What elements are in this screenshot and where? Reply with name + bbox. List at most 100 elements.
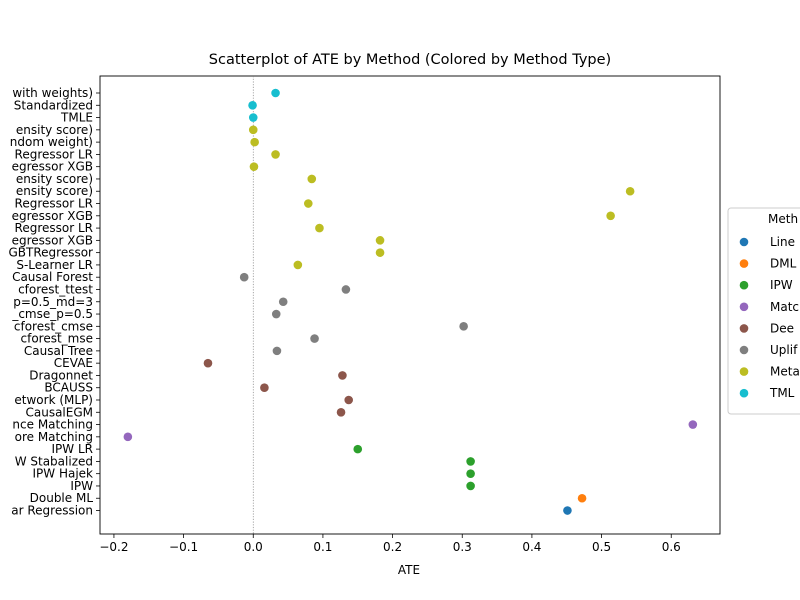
y-tick-label: ensity score)	[16, 123, 93, 137]
legend-label: Line	[770, 235, 795, 249]
legend-label: IPW	[770, 278, 793, 292]
x-axis-label: ATE	[398, 563, 420, 577]
y-tick-label: IPW	[70, 479, 93, 493]
data-point	[459, 322, 468, 331]
data-point	[248, 113, 258, 122]
data-point	[563, 506, 572, 515]
data-point	[688, 420, 698, 429]
plot-area	[99, 75, 721, 535]
data-point	[341, 285, 351, 294]
y-tick-label: with weights)	[12, 86, 93, 100]
y-tick-label: egressor XGB	[12, 209, 93, 223]
legend-marker	[739, 259, 749, 268]
x-tick-label: 0.0	[244, 540, 263, 554]
legend: Meth Line DML IPW Matc Dee Uplif Meta TML	[727, 207, 800, 415]
legend-label: Meta	[770, 365, 800, 379]
data-point	[375, 248, 385, 257]
y-tick-label: Causal Tree	[24, 344, 93, 358]
data-point	[466, 469, 475, 478]
x-tick-label: 0.5	[592, 540, 611, 554]
legend-marker	[739, 388, 749, 398]
y-tick-label: ar Regression	[11, 504, 93, 518]
data-point	[303, 199, 313, 208]
legend-label: Matc	[770, 300, 799, 314]
y-tick-label: cforest_ttest	[18, 282, 93, 296]
y-tick-label: TMLE	[60, 111, 93, 125]
y-tick-label: nce Matching	[12, 418, 93, 432]
data-point	[466, 481, 475, 491]
y-tick-label: GBTRegressor	[9, 246, 94, 260]
data-point	[271, 88, 280, 98]
data-point	[310, 334, 319, 343]
legend-box	[727, 207, 800, 415]
data-point	[338, 371, 347, 380]
plot-frame	[99, 75, 721, 535]
y-tick-label: S-Learner LR	[16, 258, 93, 272]
legend-marker	[739, 367, 749, 376]
legend-marker	[739, 345, 749, 355]
x-tick-label: 0.4	[522, 540, 541, 554]
y-tick-label: ensity score)	[16, 172, 93, 186]
legend-label: DML	[770, 257, 797, 271]
y-tick-label: _cmse_p=0.5	[11, 307, 93, 321]
data-point	[272, 346, 282, 356]
x-tick-label: 0.2	[383, 540, 402, 554]
data-point	[271, 150, 280, 159]
legend-label: Dee	[770, 321, 794, 335]
y-tick-label: IPW Hajek	[33, 467, 94, 481]
y-tick-label: etwork (MLP)	[14, 393, 93, 407]
data-point	[278, 297, 288, 307]
data-point	[248, 125, 258, 135]
y-tick-label: Double ML	[30, 491, 94, 505]
y-tick-label: ore Matching	[15, 430, 93, 444]
y-tick-label: cforest_mse	[21, 332, 94, 346]
y-tick-label: p=0.5_md=3	[13, 295, 93, 309]
data-point	[466, 457, 475, 466]
data-point	[203, 358, 213, 368]
data-point	[307, 174, 317, 184]
y-tick-label: Regressor LR	[15, 147, 93, 161]
y-tick-label: IPW LR	[52, 442, 93, 456]
data-point	[344, 395, 353, 405]
y-tick-label: W Stabalized	[15, 454, 93, 468]
x-tick-label: −0.2	[99, 540, 128, 554]
y-tick-label: egressor XGB	[12, 233, 93, 247]
legend-marker	[739, 302, 749, 312]
x-tick-label: −0.1	[169, 540, 198, 554]
data-point	[271, 309, 281, 319]
x-tick-label: 0.1	[313, 540, 332, 554]
y-tick-label: CausalEGM	[25, 405, 93, 419]
data-point	[250, 137, 259, 147]
legend-marker	[739, 280, 749, 290]
data-point	[577, 493, 587, 503]
legend-label: Uplif	[770, 343, 798, 357]
chart-title: Scatterplot of ATE by Method (Colored by…	[209, 52, 611, 68]
data-point	[293, 260, 303, 270]
x-axis: −0.2 −0.1 0.0 0.1 0.2 0.3 0.4 0.5 0.6	[99, 534, 681, 554]
legend-label: TML	[769, 386, 795, 400]
data-point	[249, 162, 259, 171]
y-tick-label: Regressor LR	[15, 221, 93, 235]
data-point	[248, 100, 257, 110]
y-tick-label: ensity score)	[16, 184, 93, 198]
y-tick-label: ndom weight)	[10, 135, 93, 149]
data-point	[315, 223, 324, 233]
legend-marker	[739, 237, 749, 247]
legend-title: Meth	[768, 212, 798, 226]
y-tick-label: Causal Forest	[12, 270, 93, 284]
legend-marker	[739, 324, 749, 333]
x-tick-label: 0.3	[453, 540, 472, 554]
y-tick-label: Standardized	[14, 98, 93, 112]
data-point	[239, 272, 249, 282]
y-tick-label: egressor XGB	[12, 160, 93, 174]
data-point	[353, 444, 363, 454]
data-point	[336, 407, 346, 417]
data-point	[606, 211, 615, 221]
data-point	[260, 383, 269, 393]
y-tick-label: Regressor LR	[15, 197, 93, 211]
y-tick-label: BCAUSS	[44, 381, 93, 395]
x-tick-label: 0.6	[662, 540, 681, 554]
data-point	[625, 186, 635, 196]
